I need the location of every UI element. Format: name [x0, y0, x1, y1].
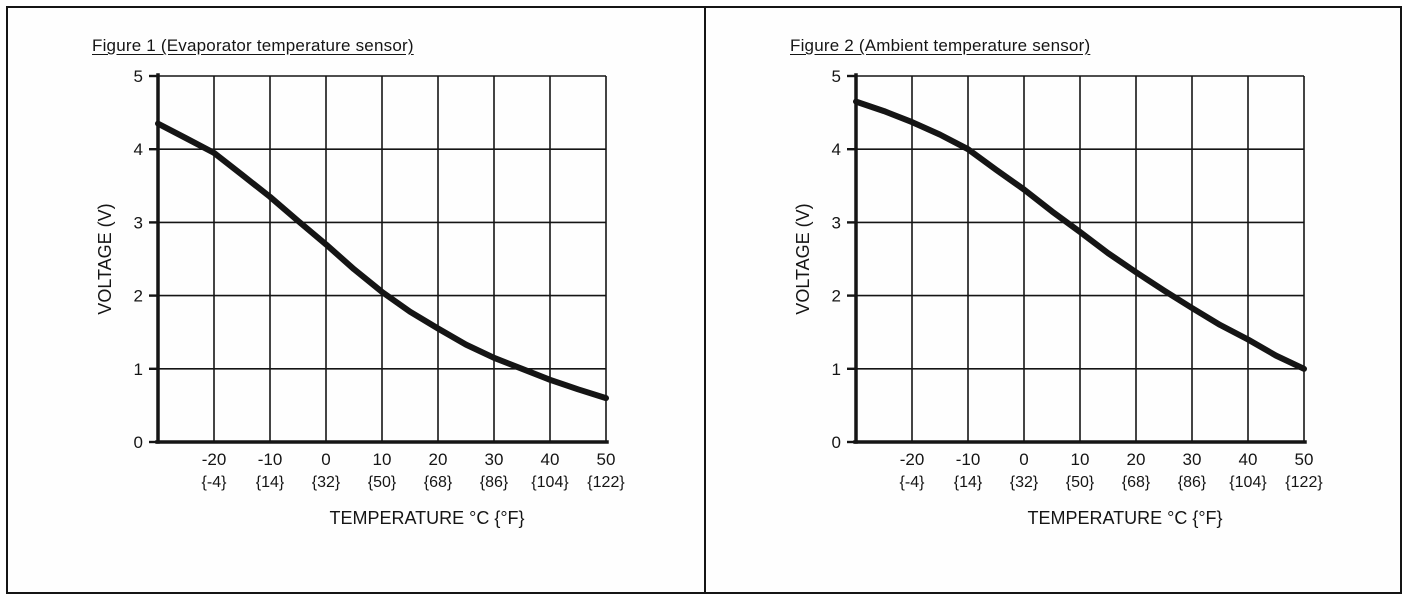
- x-tick-label-fahrenheit: {122}: [587, 474, 625, 491]
- x-tick-label-celsius: 30: [485, 450, 504, 469]
- y-tick-label: 0: [832, 433, 841, 452]
- x-tick-label-celsius: 10: [1071, 450, 1090, 469]
- x-tick-label-fahrenheit: {86}: [480, 474, 509, 491]
- figure1-title: Figure 1 (Evaporator temperature sensor): [92, 36, 414, 55]
- x-axis-label: TEMPERATURE °C {°F}: [329, 508, 524, 528]
- y-tick-marks: [149, 74, 158, 444]
- x-tick-label-celsius: 0: [321, 450, 330, 469]
- x-tick-label-fahrenheit: {-4}: [202, 474, 228, 491]
- x-tick-label-celsius: 20: [1127, 450, 1146, 469]
- x-tick-label-fahrenheit: {68}: [1122, 474, 1151, 491]
- figure1-panel: Figure 1 (Evaporator temperature sensor)…: [8, 8, 704, 592]
- page-frame: Figure 1 (Evaporator temperature sensor)…: [6, 6, 1402, 594]
- x-tick-label-fahrenheit: {-4}: [900, 474, 926, 491]
- grid-lines: [157, 75, 607, 443]
- x-tick-label-fahrenheit: {122}: [1285, 474, 1323, 491]
- y-tick-label: 2: [832, 287, 841, 306]
- x-tick-label-fahrenheit: {104}: [1229, 474, 1267, 491]
- y-tick-label: 3: [134, 213, 143, 232]
- y-tick-label: 4: [832, 140, 841, 159]
- x-tick-label-celsius: -20: [202, 450, 227, 469]
- y-axis-label: VOLTAGE (V): [793, 203, 813, 314]
- x-tick-label-celsius: -10: [258, 450, 283, 469]
- x-tick-label-fahrenheit: {32}: [1010, 474, 1039, 491]
- axes: [853, 73, 1307, 444]
- y-tick-label: 1: [134, 360, 143, 379]
- x-tick-label-celsius: 50: [597, 450, 616, 469]
- x-tick-label-celsius: 40: [1239, 450, 1258, 469]
- grid-lines: [855, 75, 1305, 443]
- x-tick-label-celsius: 30: [1183, 450, 1202, 469]
- sensor-curve: [853, 98, 1307, 372]
- x-tick-label-celsius: 50: [1295, 450, 1314, 469]
- x-tick-label-fahrenheit: {14}: [256, 474, 285, 491]
- figure1-chart: 0 1 2 3 4 5 -20 -10 0 10 20 30 40 50 {-4} {14} {32} {50} {…: [95, 67, 625, 528]
- y-tick-label: 0: [134, 433, 143, 452]
- y-axis-label: VOLTAGE (V): [95, 203, 115, 314]
- figure2-title: Figure 2 (Ambient temperature sensor): [790, 36, 1091, 55]
- x-tick-label-fahrenheit: {104}: [531, 474, 569, 491]
- x-tick-label-fahrenheit: {50}: [1066, 474, 1095, 491]
- figure2-panel: Figure 2 (Ambient temperature sensor) 0 1…: [704, 8, 1400, 592]
- y-tick-label: 2: [134, 287, 143, 306]
- x-tick-label-celsius: 20: [429, 450, 448, 469]
- y-tick-label: 5: [832, 67, 841, 86]
- sensor-curve: [155, 120, 609, 402]
- x-tick-label-celsius: 40: [541, 450, 560, 469]
- x-tick-label-celsius: -20: [900, 450, 925, 469]
- y-tick-label: 1: [832, 360, 841, 379]
- axes: [155, 73, 609, 444]
- y-tick-label: 3: [832, 213, 841, 232]
- y-tick-label: 5: [134, 67, 143, 86]
- figure2-chart: 0 1 2 3 4 5 -20 -10 0 10 20 30 40 50 {-4} {14} {32} {50} {…: [793, 67, 1323, 528]
- x-tick-label-fahrenheit: {14}: [954, 474, 983, 491]
- x-tick-label-fahrenheit: {86}: [1178, 474, 1207, 491]
- tick-labels: 0 1 2 3 4 5 -20 -10 0 10 20 30 40 50 {-4} {14} {32} {50} {…: [95, 67, 625, 528]
- x-tick-label-celsius: 10: [373, 450, 392, 469]
- x-tick-label-fahrenheit: {32}: [312, 474, 341, 491]
- y-tick-label: 4: [134, 140, 143, 159]
- x-tick-label-celsius: 0: [1019, 450, 1028, 469]
- x-tick-label-fahrenheit: {68}: [424, 474, 453, 491]
- x-axis-label: TEMPERATURE °C {°F}: [1027, 508, 1222, 528]
- x-tick-label-celsius: -10: [956, 450, 981, 469]
- tick-labels: 0 1 2 3 4 5 -20 -10 0 10 20 30 40 50 {-4} {14} {32} {50} {…: [793, 67, 1323, 528]
- y-tick-marks: [847, 74, 856, 444]
- x-tick-label-fahrenheit: {50}: [368, 474, 397, 491]
